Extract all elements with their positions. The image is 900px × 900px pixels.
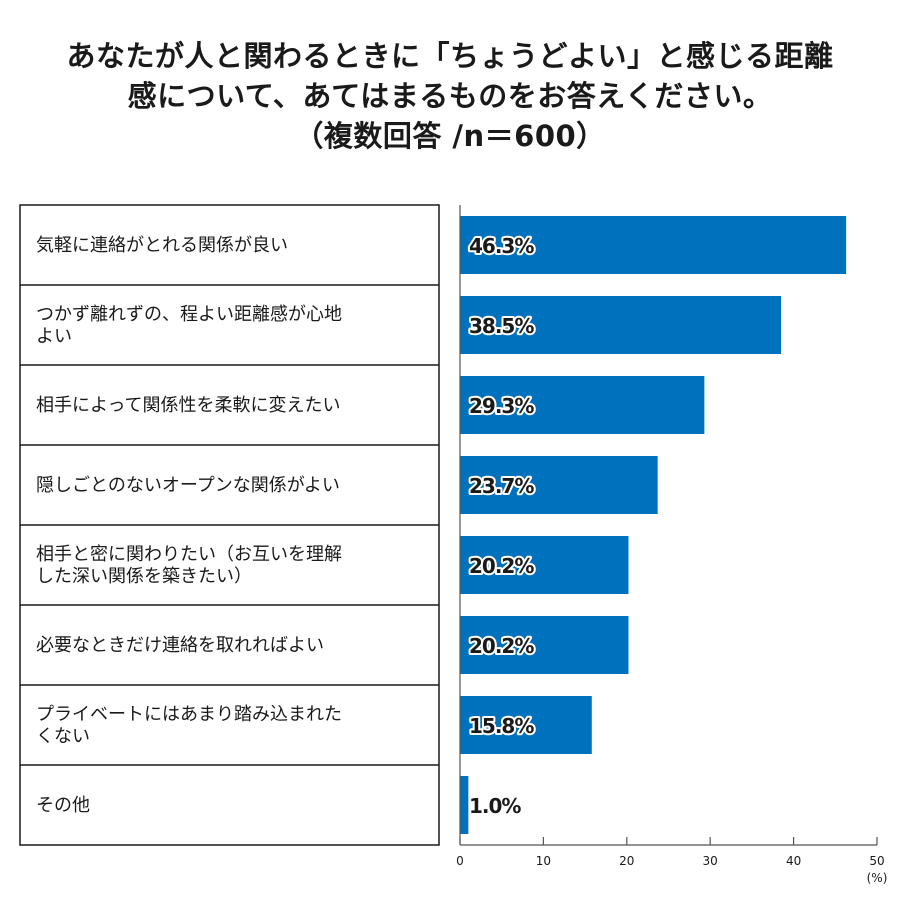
bar	[460, 616, 629, 674]
bar	[460, 376, 705, 434]
data-label: 20.2%	[469, 554, 534, 578]
x-unit-label: (%)	[867, 871, 888, 885]
category-label: 相手によって関係性を柔軟に変えたい	[36, 395, 341, 416]
data-label: 15.8%	[469, 714, 534, 738]
category-label: 気軽に連絡がとれる関係が良い	[36, 235, 288, 256]
category-label: した深い関係を築きたい）	[36, 566, 252, 587]
bar	[460, 296, 782, 354]
chart-title-line: （複数回答 /n＝600）	[294, 119, 606, 153]
category-label: 相手と密に関わりたい（お互いを理解	[36, 544, 342, 565]
x-tick-label: 0	[456, 854, 464, 868]
category-label: プライベートにはあまり踏み込まれた	[36, 704, 342, 725]
category-label: つかず離れずの、程よい距離感が心地	[36, 304, 342, 325]
bar	[460, 216, 847, 274]
category-label: その他	[36, 795, 90, 816]
category-label: 必要なときだけ連絡を取れればよい	[36, 635, 324, 656]
category-label: 隠しごとのないオープンな関係がよい	[36, 475, 340, 496]
data-label: 20.2%	[469, 634, 534, 658]
x-tick-label: 40	[786, 854, 801, 868]
chart-title: あなたが人と関わるときに「ちょうどよい」と感じる距離 感について、あてはまるもの…	[0, 36, 900, 156]
x-tick-label: 50	[869, 854, 884, 868]
bar	[460, 456, 658, 514]
category-label: よい	[36, 326, 72, 347]
x-tick-label: 10	[536, 854, 551, 868]
data-label: 1.0%	[469, 794, 521, 818]
data-label: 23.7%	[469, 474, 534, 498]
data-label: 29.3%	[469, 394, 534, 418]
chart-title-line: 感について、あてはまるものをお答えください。	[127, 79, 773, 113]
x-tick-label: 20	[619, 854, 634, 868]
data-label: 46.3%	[469, 234, 534, 258]
chart-title-line: あなたが人と関わるときに「ちょうどよい」と感じる距離	[66, 39, 834, 73]
bar	[460, 776, 469, 834]
category-label: くない	[36, 726, 90, 747]
bar	[460, 536, 629, 594]
x-tick-label: 30	[703, 854, 718, 868]
data-label: 38.5%	[469, 314, 534, 338]
bar	[460, 696, 592, 754]
